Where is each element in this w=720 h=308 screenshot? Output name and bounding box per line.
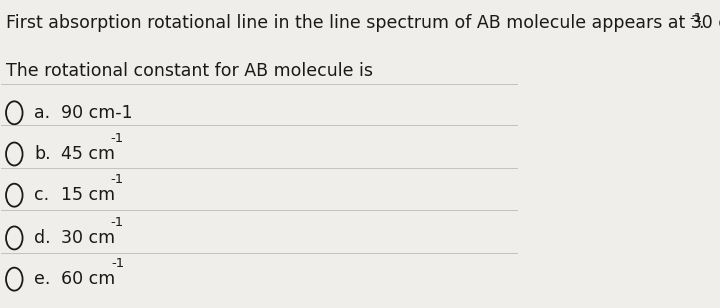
Text: e.: e.: [34, 270, 50, 288]
Text: 90 cm-1: 90 cm-1: [60, 104, 132, 122]
Text: The rotational constant for AB molecule is: The rotational constant for AB molecule …: [6, 63, 372, 80]
Text: -1: -1: [111, 257, 125, 270]
Text: -1: -1: [111, 216, 124, 229]
Text: d.: d.: [34, 229, 50, 247]
Text: 60 cm: 60 cm: [60, 270, 115, 288]
Text: 15 cm: 15 cm: [60, 186, 115, 204]
Text: -1: -1: [111, 132, 124, 145]
Text: -1: -1: [689, 12, 703, 25]
Text: c.: c.: [34, 186, 49, 204]
Text: First absorption rotational line in the line spectrum of AB molecule appears at : First absorption rotational line in the …: [6, 14, 720, 32]
Text: 30 cm: 30 cm: [60, 229, 115, 247]
Text: 45 cm: 45 cm: [60, 145, 114, 163]
Text: b.: b.: [34, 145, 50, 163]
Text: .: .: [698, 14, 704, 32]
Text: -1: -1: [111, 173, 124, 186]
Text: a.: a.: [34, 104, 50, 122]
